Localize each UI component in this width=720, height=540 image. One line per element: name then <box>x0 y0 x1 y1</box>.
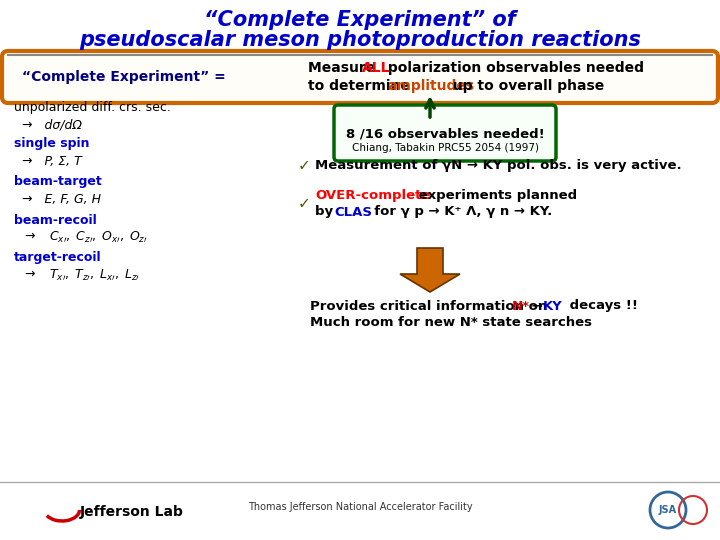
Text: unpolarized diff. crs. sec.: unpolarized diff. crs. sec. <box>14 102 171 114</box>
Text: by: by <box>315 206 338 219</box>
Text: experiments planned: experiments planned <box>414 188 577 201</box>
Text: polarization observables needed: polarization observables needed <box>383 61 644 75</box>
Text: for γ p → K⁺ Λ, γ n → KY.: for γ p → K⁺ Λ, γ n → KY. <box>365 206 552 219</box>
Text: amplitudes: amplitudes <box>387 79 474 93</box>
Text: Measure: Measure <box>308 61 380 75</box>
Text: target-recoil: target-recoil <box>14 252 102 265</box>
Text: up to overall phase: up to overall phase <box>448 79 604 93</box>
FancyBboxPatch shape <box>2 51 718 103</box>
Text: decays !!: decays !! <box>565 300 638 313</box>
Text: →: → <box>527 300 547 313</box>
Text: Chiang, Tabakin PRC55 2054 (1997): Chiang, Tabakin PRC55 2054 (1997) <box>351 143 539 153</box>
Text: KY: KY <box>543 300 563 313</box>
Text: beam-recoil: beam-recoil <box>14 213 96 226</box>
Text: Provides critical information on: Provides critical information on <box>310 300 552 313</box>
Text: →   dσ/dΩ: → dσ/dΩ <box>22 118 82 132</box>
Text: JSA: JSA <box>659 505 677 515</box>
Text: →   P, Σ, T: → P, Σ, T <box>22 154 82 167</box>
Text: single spin: single spin <box>14 138 89 151</box>
Text: 8 /16 observables needed!: 8 /16 observables needed! <box>346 127 544 140</box>
Text: pseudoscalar meson photoproduction reactions: pseudoscalar meson photoproduction react… <box>79 30 641 50</box>
Text: Jefferson Lab: Jefferson Lab <box>80 505 184 519</box>
Text: “Complete Experiment” of: “Complete Experiment” of <box>204 10 516 30</box>
Text: “Complete Experiment” =: “Complete Experiment” = <box>22 70 226 84</box>
Text: to determine: to determine <box>308 79 415 93</box>
Text: N*: N* <box>512 300 530 313</box>
Text: beam-target: beam-target <box>14 176 102 188</box>
Text: Thomas Jefferson National Accelerator Facility: Thomas Jefferson National Accelerator Fa… <box>248 502 472 512</box>
Text: CLAS: CLAS <box>334 206 372 219</box>
Text: $\rightarrow$   $C_{x\prime}, \; C_{z\prime}, \; O_{x\prime}, \; O_{z\prime}$: $\rightarrow$ $C_{x\prime}, \; C_{z\prim… <box>22 230 148 245</box>
Text: Much room for new N* state searches: Much room for new N* state searches <box>310 315 592 328</box>
Text: ALL: ALL <box>362 61 390 75</box>
Text: $\rightarrow$   $T_{x\prime}, \; T_{z\prime}, \; L_{x\prime}, \; L_{z\prime}$: $\rightarrow$ $T_{x\prime}, \; T_{z\prim… <box>22 267 140 282</box>
Text: ✓: ✓ <box>298 159 311 173</box>
Text: Measurement of γN → KY pol. obs. is very active.: Measurement of γN → KY pol. obs. is very… <box>315 159 682 172</box>
Text: ✓: ✓ <box>298 197 311 212</box>
Polygon shape <box>400 248 460 292</box>
Text: →   E, F, G, H: → E, F, G, H <box>22 192 101 206</box>
FancyBboxPatch shape <box>334 105 556 161</box>
Text: OVER-complete: OVER-complete <box>315 188 431 201</box>
